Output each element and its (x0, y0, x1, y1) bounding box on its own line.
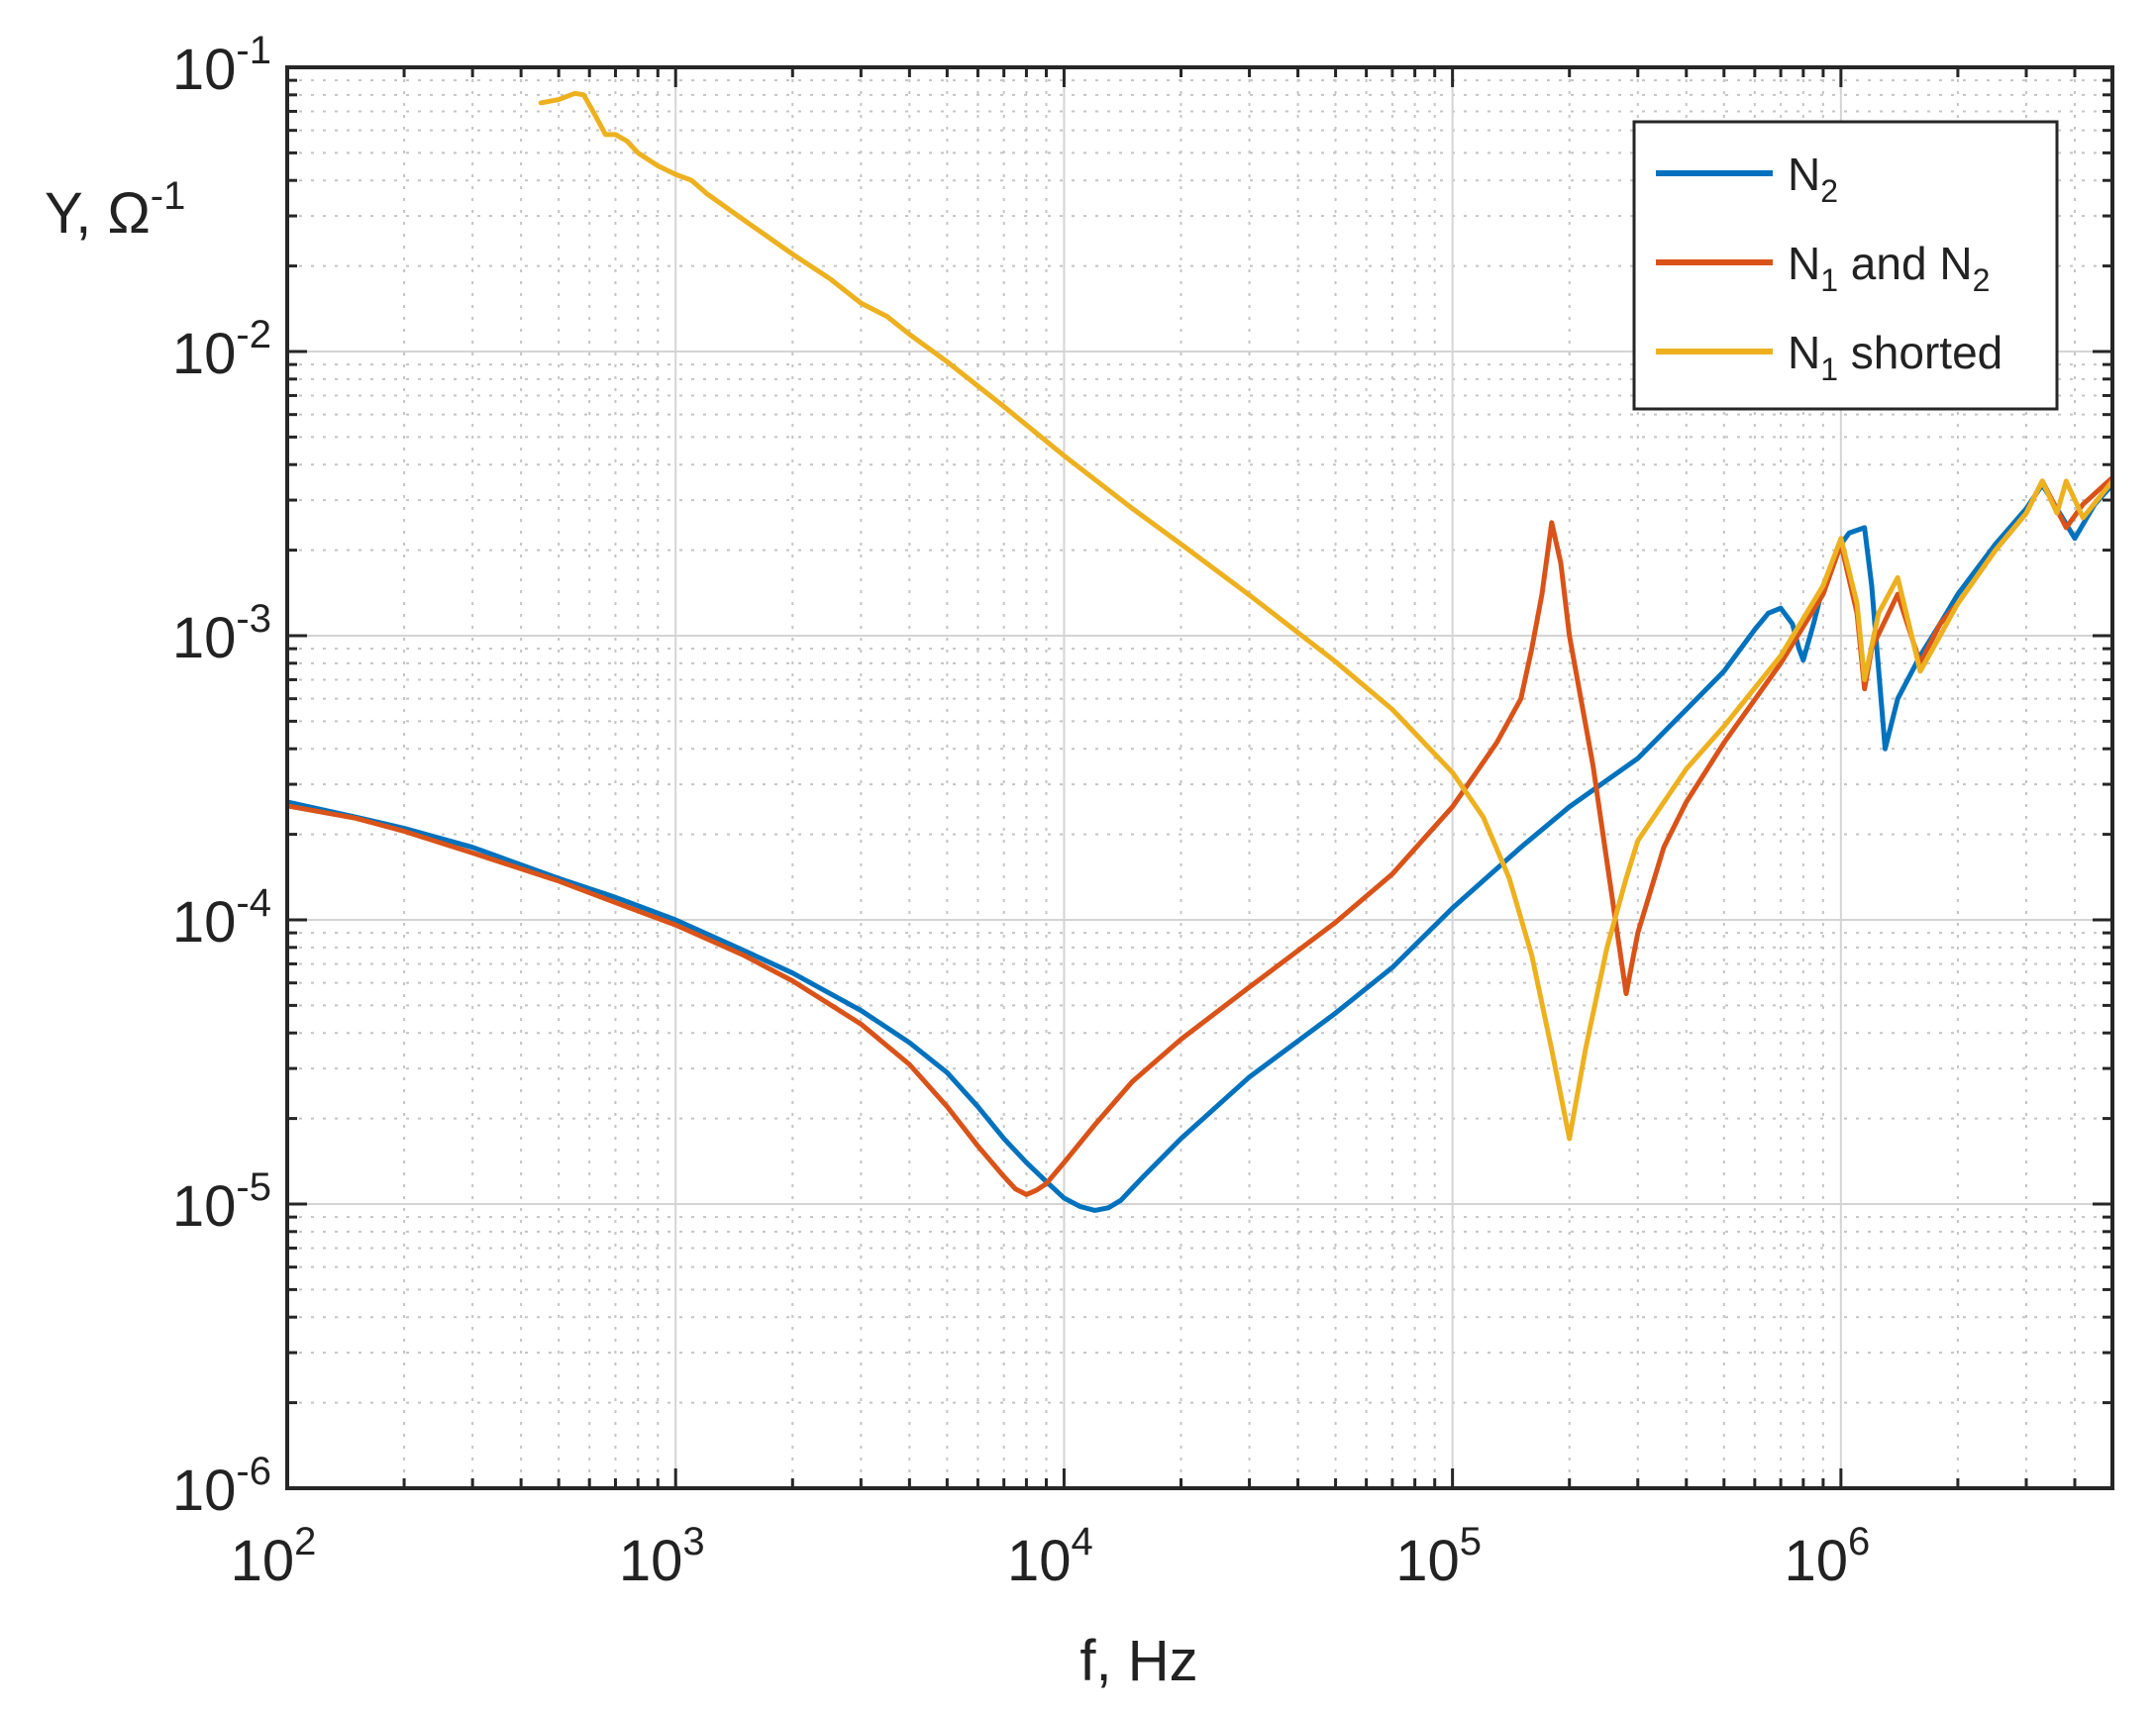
legend-subscript: 1 (1820, 352, 1838, 387)
legend-subscript: 2 (1820, 173, 1838, 209)
plot-frame (285, 65, 2114, 1490)
legend-label-2: N1 and N2 (1788, 238, 1990, 298)
x-tick-exponent: 6 (1848, 1520, 1870, 1563)
x-tick-base: 10 (231, 1529, 295, 1593)
x-tick-exponent: 4 (1072, 1520, 1093, 1563)
legend-subscript: 1 (1820, 262, 1838, 298)
x-axis-label: f, Hz (1079, 1629, 1197, 1693)
x-tick-base: 10 (619, 1529, 683, 1593)
x-tick-exponent: 3 (682, 1520, 704, 1563)
y-tick-label: 10-3 (172, 597, 271, 670)
x-tick-exponent: 5 (1460, 1520, 1482, 1563)
y-axis-label: Y, Ω-1 (45, 174, 185, 246)
y-tick-label: 10-6 (172, 1450, 271, 1523)
y-tick-base: 10 (172, 38, 237, 102)
y-tick-base: 10 (172, 322, 237, 386)
legend-text-part: and N (1838, 238, 1973, 289)
y-tick-label: 10-4 (172, 881, 271, 955)
series-layer (287, 90, 2112, 1213)
y-axis-label-exponent: -1 (151, 174, 186, 218)
y-tick-label: 10-1 (172, 29, 271, 102)
legend-label-1: N2 (1788, 149, 1838, 209)
x-tick-base: 10 (1784, 1529, 1848, 1593)
x-tick-label: 103 (619, 1520, 705, 1593)
legend-label-3: N1 shorted (1788, 327, 2002, 387)
series-line-2 (287, 474, 2112, 1197)
y-tick-exponent: -1 (236, 29, 271, 72)
y-tick-exponent: -5 (236, 1165, 271, 1209)
x-tick-label: 104 (1007, 1520, 1093, 1593)
x-tick-exponent: 2 (294, 1520, 316, 1563)
legend-text-part: shorted (1838, 327, 2002, 378)
y-tick-exponent: -6 (236, 1450, 271, 1493)
y-axis-label-base: Y, Ω (45, 181, 151, 246)
y-tick-base: 10 (172, 890, 237, 955)
legend-subscript: 2 (1973, 262, 1991, 298)
tick-marks (285, 65, 2112, 1490)
y-tick-label: 10-2 (172, 313, 271, 386)
y-tick-exponent: -2 (236, 313, 271, 356)
legend-text-part: N (1788, 149, 1820, 200)
legend-text-part: N (1788, 238, 1820, 289)
y-tick-base: 10 (172, 606, 237, 670)
series-line-3 (538, 90, 2112, 1142)
y-tick-base: 10 (172, 1174, 237, 1239)
y-tick-exponent: -3 (236, 597, 271, 641)
x-tick-labels: 102 103 104 105 106 (231, 1520, 1871, 1593)
x-tick-base: 10 (1395, 1529, 1460, 1593)
legend-text-part: N (1788, 327, 1820, 378)
y-tick-label: 10-5 (172, 1165, 271, 1239)
x-tick-label: 105 (1395, 1520, 1482, 1593)
y-tick-base: 10 (172, 1459, 237, 1523)
x-tick-label: 102 (231, 1520, 317, 1593)
y-tick-exponent: -4 (236, 881, 271, 925)
x-tick-base: 10 (1007, 1529, 1072, 1593)
x-tick-label: 106 (1784, 1520, 1870, 1593)
y-tick-labels: 10-610-510-410-310-210-1 (172, 29, 271, 1523)
